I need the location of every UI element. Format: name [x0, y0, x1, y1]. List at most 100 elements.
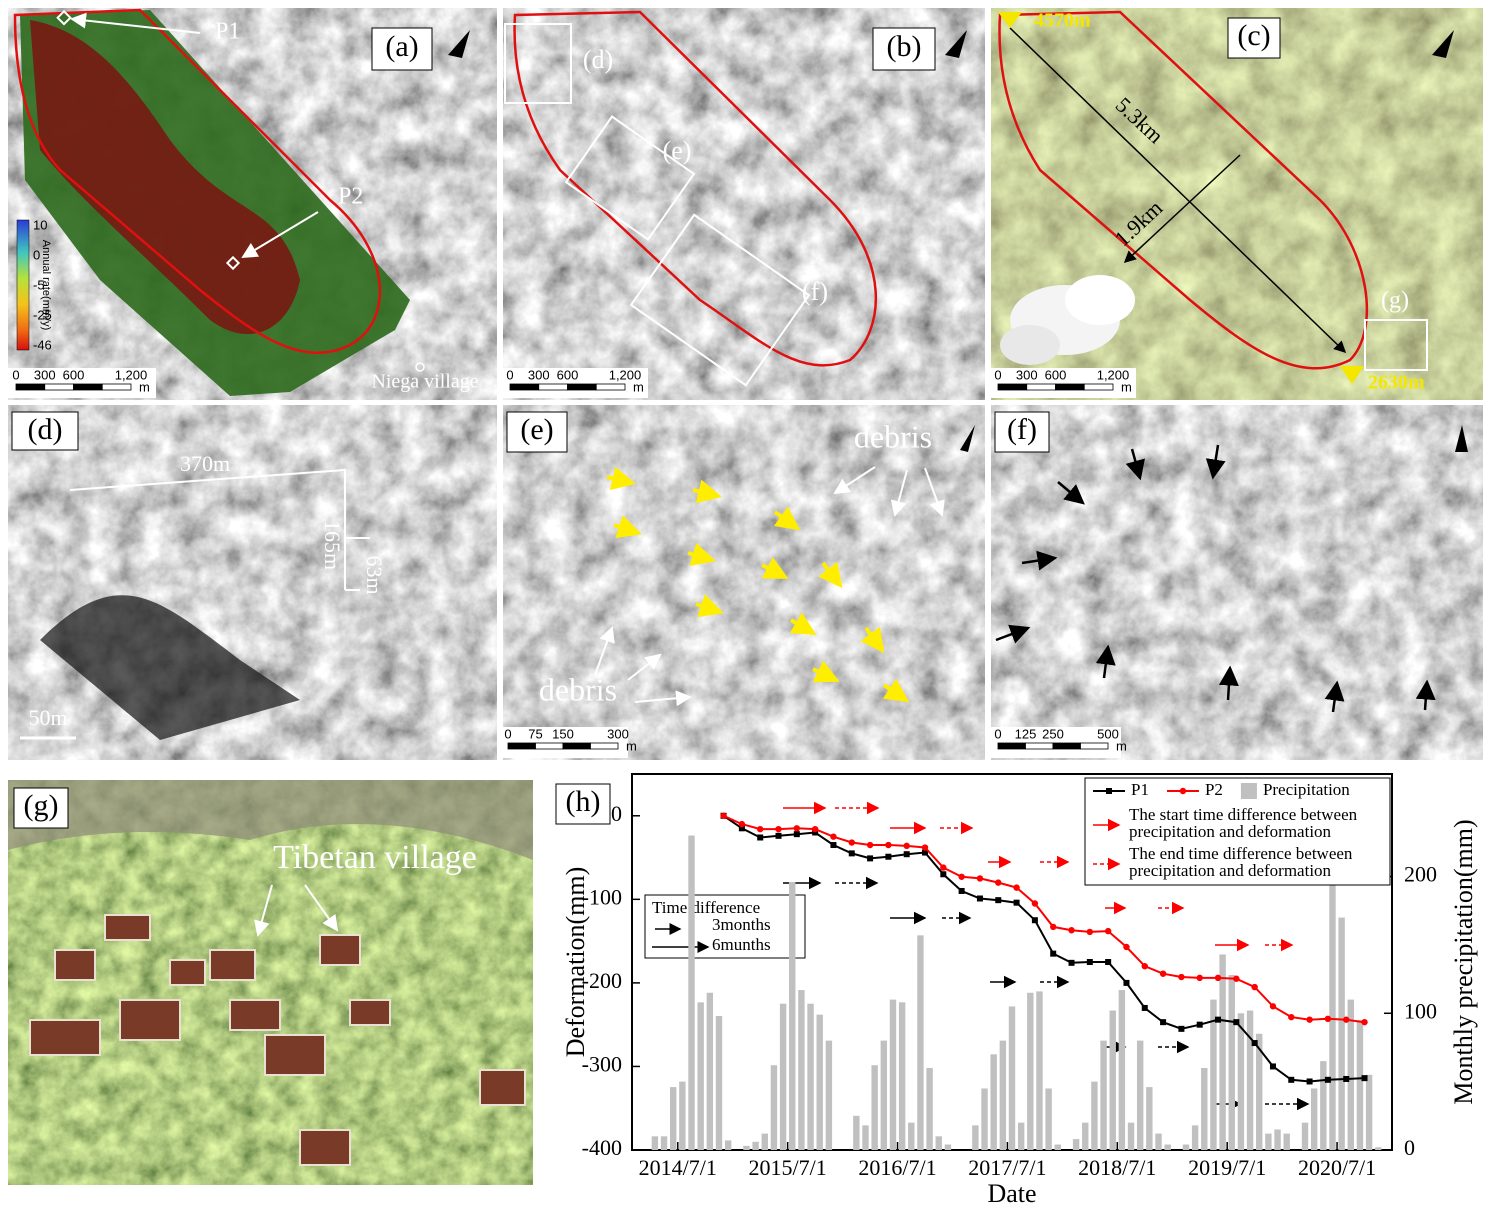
line-shape [882, 678, 910, 703]
point [757, 834, 764, 841]
scale-label: 125 [1015, 726, 1037, 741]
point [1160, 1019, 1167, 1026]
precip-bar [679, 1081, 686, 1150]
line-shape [594, 626, 615, 676]
y2-tick-label: 200 [1404, 862, 1437, 887]
text-shape: Tibetan village [273, 839, 477, 876]
text-shape: 370m [180, 451, 230, 476]
line-shape [812, 660, 840, 683]
legend-note: precipitation and deformation [1129, 861, 1332, 880]
point [922, 849, 929, 856]
scale-bar-segment [44, 383, 74, 391]
precip-bar [944, 1144, 952, 1150]
precip-bar [697, 1002, 704, 1150]
precip-bar [990, 1054, 997, 1150]
scale-label: 1,200 [115, 367, 148, 382]
line-shape [833, 466, 876, 495]
rect-shape [503, 727, 628, 758]
path-shape [13, 8, 382, 355]
precip-bar [752, 1141, 759, 1150]
point [1141, 1004, 1148, 1011]
precip-bar [816, 1014, 823, 1150]
point [738, 820, 746, 828]
y2-tick-label: 0 [1404, 1135, 1415, 1160]
line-shape [761, 557, 789, 579]
point [866, 841, 874, 849]
precip-bar [889, 999, 897, 1150]
ellipse-shape [1000, 325, 1060, 365]
text-shape: (f) [1007, 413, 1037, 446]
g-shape [995, 444, 1436, 713]
scale-bar-segment [101, 383, 132, 391]
point [940, 864, 947, 871]
precip-bar [1027, 992, 1034, 1150]
precip-bar [743, 1145, 750, 1150]
point [830, 842, 837, 849]
precip-bar [1155, 1133, 1162, 1150]
scale-label: 600 [63, 367, 85, 382]
x-tick-label: 2019/7/1 [1188, 1155, 1266, 1180]
precip-bar [1356, 1020, 1364, 1150]
point [1251, 983, 1258, 991]
bars [651, 835, 1382, 1150]
point [1343, 1075, 1350, 1082]
scale-bar-segment [997, 383, 1028, 391]
line-shape [789, 612, 817, 636]
point [995, 879, 1002, 886]
precip-bar [798, 990, 805, 1150]
polygon-shape [1455, 425, 1468, 452]
panel-f: (f) [991, 405, 1483, 760]
scale-label: m [1116, 738, 1127, 753]
precip-bar [898, 1002, 906, 1150]
point [1324, 1015, 1332, 1023]
precip-bar [807, 1003, 814, 1150]
scale-label: 300 [528, 367, 550, 382]
point [885, 853, 892, 860]
path-shape [40, 595, 300, 740]
legend-note: precipitation and deformation [1129, 822, 1332, 841]
colorbar-tick-label: 10 [33, 217, 47, 232]
rect-shape [299, 1129, 351, 1166]
line-shape [606, 466, 636, 491]
rect-shape [503, 8, 985, 400]
rect-shape [555, 783, 611, 825]
scale-label: m [633, 379, 644, 394]
line-shape [1415, 679, 1436, 711]
point [812, 829, 819, 836]
text-shape: 3months [712, 915, 771, 934]
rect-shape [8, 780, 533, 1185]
line-shape [1218, 665, 1239, 701]
scale-bar-segment [997, 742, 1026, 750]
line-shape [304, 884, 339, 932]
g-shape [29, 914, 526, 1166]
point [1050, 923, 1057, 931]
point [1324, 1076, 1331, 1083]
point [1233, 1019, 1240, 1026]
rect-shape [54, 949, 96, 981]
text-shape: Monthly precipitation(mm) [1449, 819, 1478, 1104]
line-shape [995, 624, 1031, 644]
scale-bar-segment [562, 742, 591, 750]
rect-shape [503, 368, 648, 398]
text-shape: debris [854, 418, 932, 454]
text-shape: 6munths [712, 935, 771, 954]
scale-label: m [139, 379, 150, 394]
precip-bar [1082, 1122, 1089, 1150]
rect-shape [506, 411, 568, 453]
precip-bar [706, 992, 714, 1150]
scale-label: 75 [528, 726, 542, 741]
rect-shape [13, 787, 69, 829]
rect-shape [56, 9, 72, 26]
line-shape [241, 211, 319, 259]
text-shape: Date [987, 1179, 1036, 1208]
precip-bar [1045, 1088, 1052, 1150]
scale-label: m [1121, 379, 1132, 394]
precip-bar [651, 1136, 659, 1150]
g-shape [594, 466, 945, 707]
text-shape: (g) [1381, 288, 1409, 314]
g-shape [783, 801, 1310, 1111]
precip-bar [1228, 974, 1235, 1150]
point [1306, 1016, 1313, 1023]
text-shape: 165m [320, 520, 345, 570]
precip-bar [1320, 1061, 1327, 1150]
